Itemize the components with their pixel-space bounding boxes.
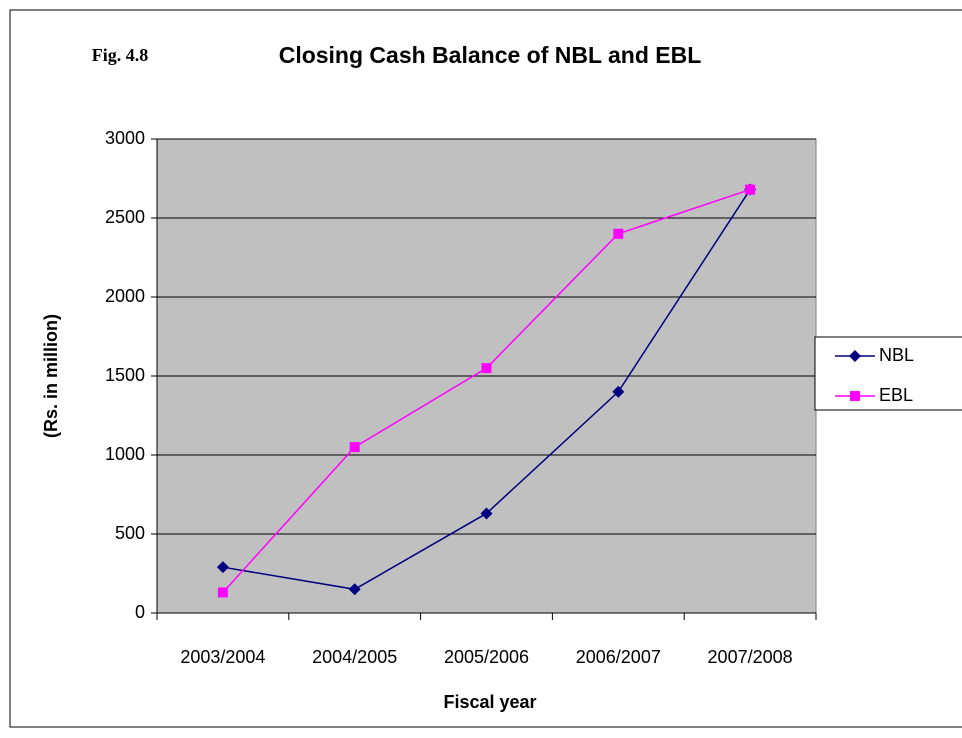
legend-label: NBL xyxy=(879,345,914,365)
point xyxy=(481,363,492,374)
x-tick-label: 2006/2007 xyxy=(576,647,661,667)
y-tick-label: 2500 xyxy=(105,207,145,227)
point xyxy=(217,587,228,598)
y-tick-label: 500 xyxy=(115,523,145,543)
y-tick-label: 3000 xyxy=(105,128,145,148)
y-axis-label: (Rs. in million) xyxy=(41,314,61,438)
x-axis-label: Fiscal year xyxy=(443,692,536,712)
x-tick-label: 2007/2008 xyxy=(708,647,793,667)
legend-label: EBL xyxy=(879,385,913,405)
x-tick-label: 2005/2006 xyxy=(444,647,529,667)
y-tick-label: 2000 xyxy=(105,286,145,306)
x-tick-label: 2004/2005 xyxy=(312,647,397,667)
point xyxy=(745,184,756,195)
figure-label: Fig. 4.8 xyxy=(92,45,149,65)
legend-marker xyxy=(850,391,860,401)
point xyxy=(216,561,229,574)
point xyxy=(612,385,625,398)
y-tick-label: 0 xyxy=(135,602,145,622)
legend-marker xyxy=(849,350,861,362)
point xyxy=(348,583,361,596)
point xyxy=(613,228,624,239)
y-tick-label: 1500 xyxy=(105,365,145,385)
x-tick-label: 2003/2004 xyxy=(180,647,265,667)
legend-box xyxy=(814,336,962,411)
point xyxy=(349,442,360,453)
chart-title: Closing Cash Balance of NBL and EBL xyxy=(279,42,702,68)
point xyxy=(480,507,493,520)
y-tick-label: 1000 xyxy=(105,444,145,464)
